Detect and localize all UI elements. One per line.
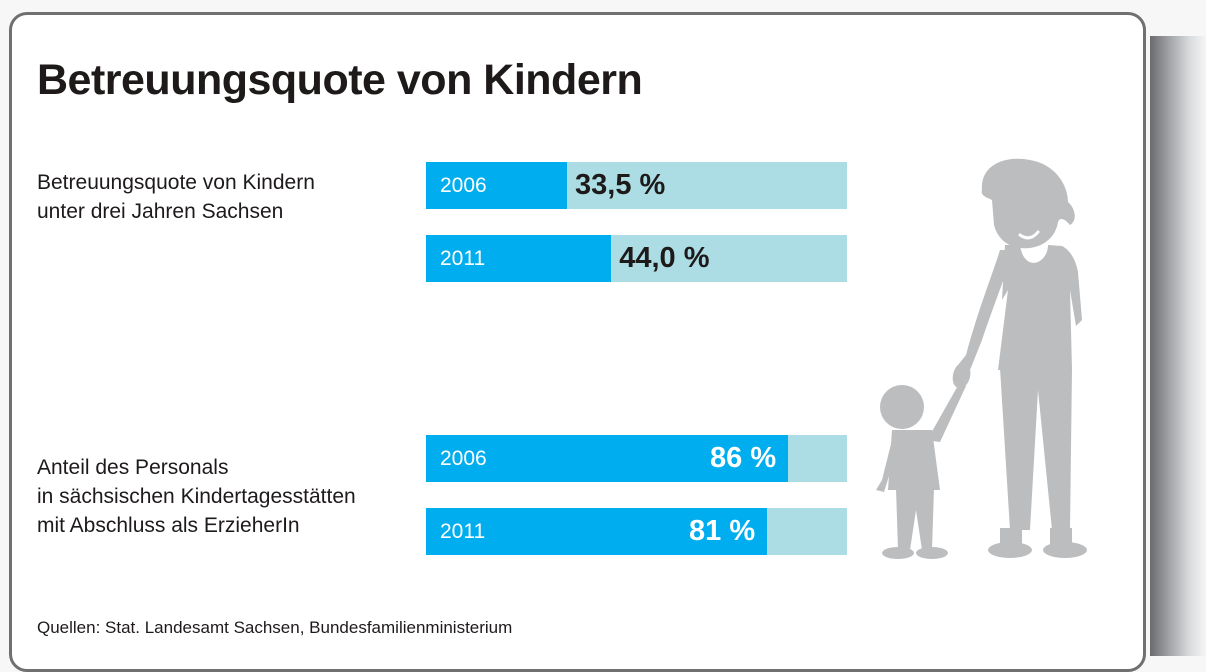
child-other-arm <box>876 440 894 492</box>
group-label-staff-share: Anteil des Personals in sächsischen Kind… <box>37 453 356 540</box>
bar-fill <box>426 162 568 209</box>
group-label-line: in sächsischen Kindertagesstätten <box>37 485 356 508</box>
bar-track: 2011 81 % <box>426 508 847 555</box>
child-shoe <box>916 547 948 559</box>
bar-track: 2011 44,0 % <box>426 235 847 282</box>
adult-arm <box>952 250 1010 389</box>
card-shadow <box>1150 36 1206 656</box>
child-head <box>880 385 924 429</box>
child-arm <box>925 382 966 442</box>
bar-fill <box>426 235 612 282</box>
bar-fill <box>426 508 767 555</box>
bar-value-label: 44,0 % <box>619 242 710 274</box>
infographic-card <box>9 12 1146 672</box>
child-body <box>888 430 940 490</box>
group-label-line: unter drei Jahren Sachsen <box>37 200 284 223</box>
group-label-line: mit Abschluss als ErzieherIn <box>37 514 300 537</box>
child-shoe <box>882 547 914 559</box>
group-label-childcare-rate: Betreuungsquote von Kindern unter drei J… <box>37 168 315 226</box>
group-label-line: Betreuungsquote von Kindern <box>37 171 315 194</box>
bar-value-label: 81 % <box>689 515 756 547</box>
adult-head <box>981 158 1075 249</box>
bar-value-label: 33,5 % <box>575 169 666 201</box>
bar-year-label: 2011 <box>440 520 486 543</box>
bar-track: 2006 33,5 % <box>426 162 847 209</box>
child-legs <box>896 488 934 550</box>
chart-title: Betreuungsquote von Kindern <box>37 56 643 104</box>
bar-year-label: 2011 <box>440 247 486 270</box>
adult-and-child-icon <box>876 158 1087 559</box>
adult-torso <box>998 245 1082 370</box>
group-label-line: Anteil des Personals <box>37 456 229 479</box>
bar-value-label: 86 % <box>710 442 777 474</box>
bar-fill <box>426 435 789 482</box>
adult-legs <box>1000 368 1072 530</box>
bar-year-label: 2006 <box>440 174 487 197</box>
bar-track: 2006 86 % <box>426 435 847 482</box>
bar-year-label: 2006 <box>440 447 487 470</box>
source-note: Quellen: Stat. Landesamt Sachsen, Bundes… <box>37 618 513 637</box>
